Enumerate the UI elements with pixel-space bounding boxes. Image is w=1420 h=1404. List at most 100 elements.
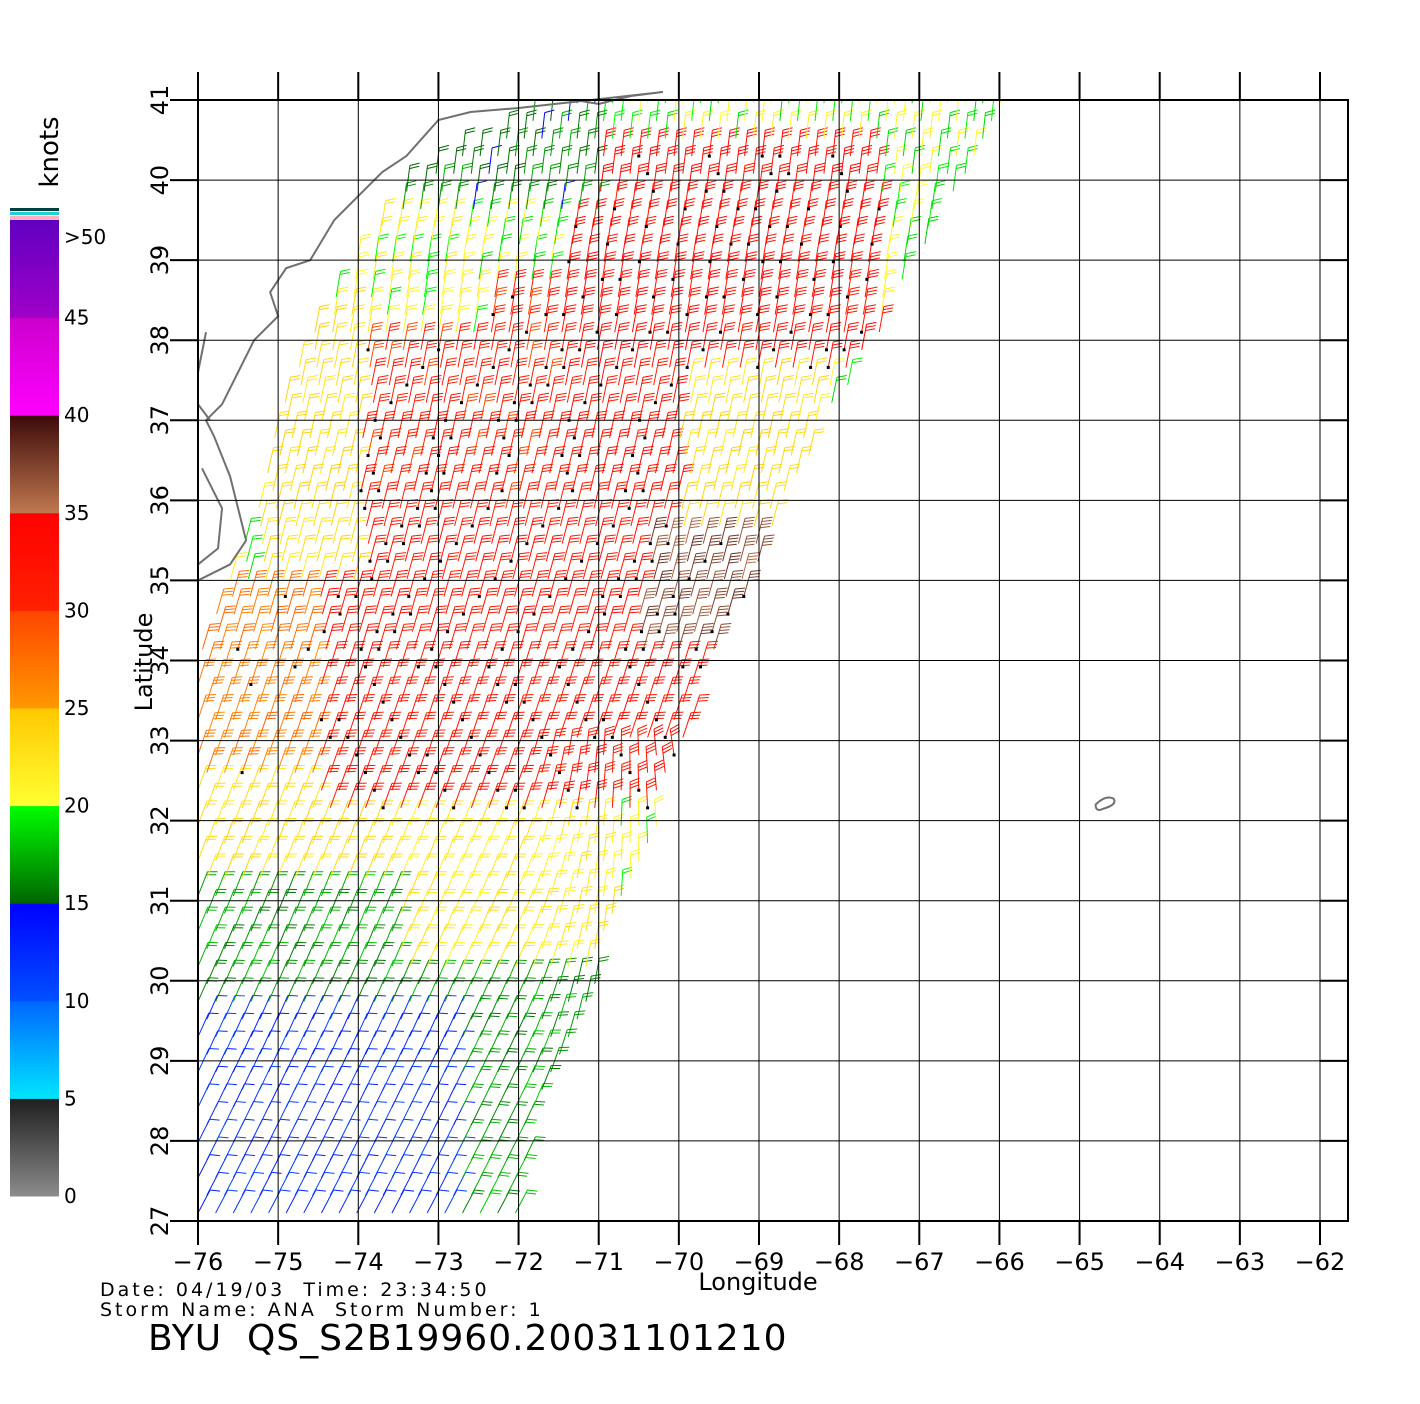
wind-barb: [198, 1084, 219, 1107]
wind-barb: [586, 128, 599, 156]
colorbar-tick-label: 20: [64, 794, 89, 818]
wind-barb: [696, 216, 710, 244]
wind-barb: [703, 181, 716, 209]
wind-barb: [555, 624, 572, 650]
wind-barb: [383, 1066, 404, 1089]
wind-barb: [840, 145, 854, 175]
wind-barb: [663, 57, 675, 86]
wind-barb: [251, 1155, 273, 1178]
wind-barb: [771, 75, 783, 104]
wind-barb: [515, 393, 532, 422]
wind-barb: [403, 322, 418, 349]
wind-barb: [770, 482, 786, 509]
x-tick-label: −74: [333, 1248, 384, 1276]
wind-barb: [877, 75, 889, 104]
y-tick-label: 27: [146, 1206, 174, 1237]
wind-barb: [480, 128, 493, 156]
wind-barb: [421, 181, 434, 209]
wind-barb: [527, 322, 542, 349]
wind-barb: [559, 677, 577, 702]
wind-barb: [756, 322, 771, 349]
x-tick-label: −70: [654, 1248, 705, 1276]
wind-barb: [224, 1066, 245, 1089]
wind-barb: [262, 517, 278, 543]
wind-barb: [242, 1137, 264, 1160]
colorbar-tick-label: 35: [64, 501, 89, 525]
wind-barb: [758, 535, 775, 561]
wind-barb: [879, 305, 893, 332]
wind-barb: [814, 376, 829, 403]
wind-barb: [426, 376, 441, 403]
wind-barb: [727, 92, 739, 120]
wind-barb: [533, 128, 546, 156]
wind-barb: [883, 163, 896, 191]
wind-barb: [373, 376, 388, 403]
wind-barb: [277, 1102, 298, 1125]
wind-barb: [687, 535, 704, 561]
wind-barb: [603, 376, 618, 403]
wind-barb: [233, 1084, 254, 1107]
wind-barb: [418, 1066, 439, 1089]
wind-barb: [489, 677, 507, 702]
wind-barb: [718, 75, 730, 104]
wind-barb: [636, 358, 651, 385]
wind-barb: [575, 57, 587, 86]
wind-barb: [436, 1137, 458, 1160]
wind-barb: [303, 376, 318, 403]
wind-barb: [698, 57, 710, 86]
wind-barb: [594, 482, 610, 509]
wind-barb: [559, 145, 572, 173]
wind-barb: [665, 75, 677, 104]
wind-barb: [251, 1049, 272, 1073]
wind-barb: [894, 75, 906, 104]
wind-barb: [593, 199, 606, 227]
wind-barb: [638, 393, 655, 422]
wind-barb: [476, 535, 493, 561]
wind-barb: [233, 1190, 255, 1213]
wind-barb: [374, 1155, 396, 1178]
wind-barb: [947, 75, 959, 104]
wind-barb: [368, 305, 382, 332]
wind-barb: [449, 624, 466, 650]
wind-barb: [542, 110, 555, 138]
wind-barb: [485, 624, 502, 650]
wind-barb: [471, 1137, 493, 1160]
wind-barb: [728, 393, 743, 420]
wind-barb: [330, 1137, 352, 1160]
wind-barb: [392, 1155, 414, 1178]
wind-barb: [352, 535, 369, 561]
wind-barb: [637, 760, 647, 791]
wind-barb: [723, 535, 740, 561]
wind-barb: [722, 340, 737, 367]
wind-barb: [304, 1155, 326, 1178]
wind-barb: [378, 216, 392, 244]
wind-barb: [498, 1084, 519, 1107]
wind-barb: [445, 1190, 467, 1213]
wind-barb: [291, 624, 308, 650]
wind-barb: [508, 500, 524, 526]
wind-barb: [233, 659, 251, 685]
wind-barb: [269, 1155, 291, 1178]
bermuda-island: [1096, 797, 1115, 809]
y-tick-label: 36: [146, 485, 174, 516]
wind-barb: [513, 358, 528, 385]
wind-barb: [827, 340, 843, 369]
wind-barb: [216, 659, 234, 685]
wind-barb: [383, 1102, 404, 1125]
wind-barb: [991, 92, 1003, 120]
wind-barb: [912, 145, 925, 173]
wind-barb: [354, 358, 369, 385]
colorbar-tick-label: 5: [64, 1086, 77, 1110]
wind-barb: [463, 393, 478, 420]
wind-barb: [717, 145, 731, 175]
wind-barb: [317, 340, 332, 367]
wind-barb: [679, 624, 696, 650]
wind-barb: [481, 393, 496, 420]
wind-barb: [544, 181, 557, 209]
wind-barb: [597, 322, 612, 349]
wind-barb: [480, 1190, 502, 1213]
wind-barb: [452, 199, 465, 227]
wind-barb: [947, 145, 960, 173]
wind-barb: [637, 128, 651, 158]
